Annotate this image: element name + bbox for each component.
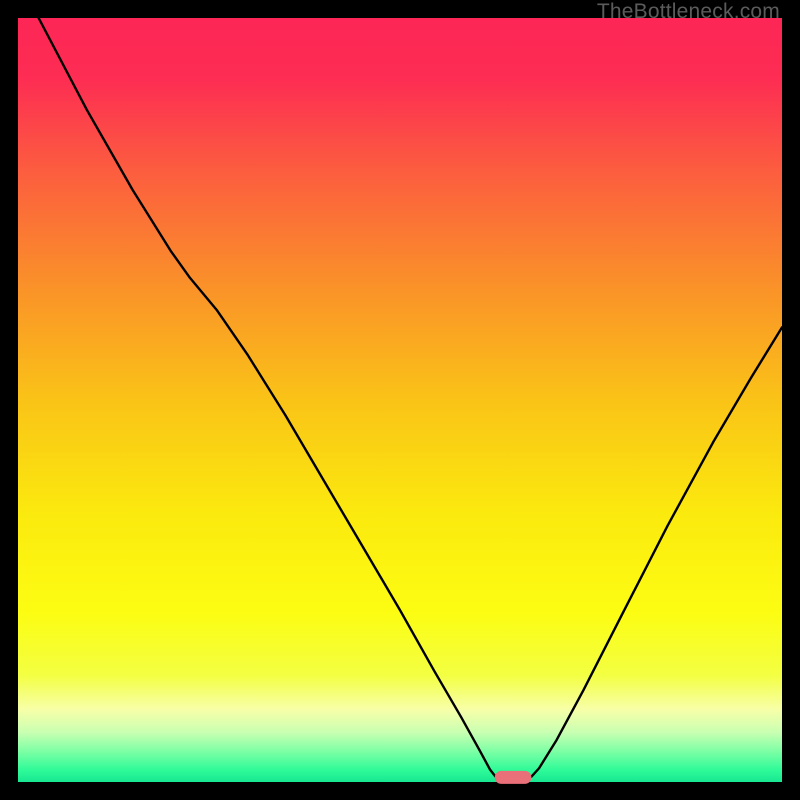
bottleneck-chart: [0, 0, 800, 800]
gradient-plot-area: [18, 18, 782, 782]
chart-root: TheBottleneck.com: [0, 0, 800, 800]
optimal-marker: [495, 771, 532, 784]
watermark-text: TheBottleneck.com: [597, 0, 780, 24]
